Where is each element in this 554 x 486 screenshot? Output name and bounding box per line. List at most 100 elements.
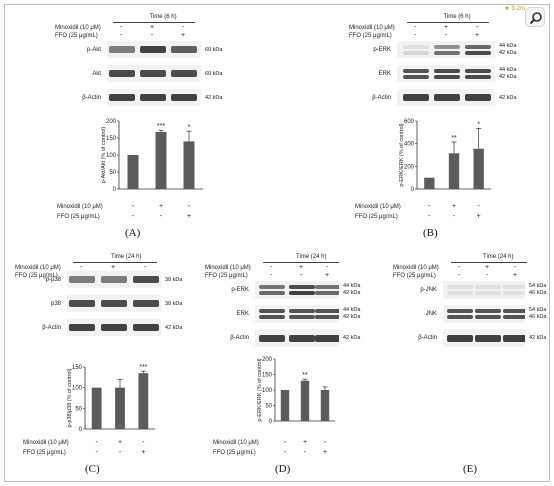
chart-condition-sign: - <box>95 449 98 456</box>
chart-condition-label-ffo: FFO (25 μg/mL) <box>355 214 398 220</box>
chart-condition-sign: - <box>142 439 145 446</box>
y-tick-label: 50 <box>75 406 82 412</box>
chart-condition-sign: + <box>158 203 164 210</box>
condition-label-ffo: FFO (25 μg/mL) <box>15 273 58 279</box>
blot-band <box>289 334 315 342</box>
kda-label: 42 kDa <box>343 335 361 341</box>
y-tick-label: 100 <box>72 386 83 392</box>
blot-band <box>289 291 315 295</box>
blot-band <box>403 45 429 49</box>
chart-condition-sign: - <box>283 439 287 446</box>
y-tick-label: 200 <box>404 164 415 170</box>
chart-condition-label-ffo: FFO (25 μg/mL) <box>57 214 100 220</box>
blot-band <box>133 300 159 307</box>
bar <box>91 387 102 429</box>
blot-band <box>434 75 460 79</box>
western-blot <box>67 295 161 312</box>
blot-band <box>503 285 525 289</box>
bar <box>183 141 195 189</box>
blot-band <box>403 69 429 73</box>
western-blot <box>255 305 339 323</box>
bar <box>448 153 460 189</box>
y-axis-label: p-p38/p38 (% of control) <box>67 368 73 427</box>
y-tick-label: 0 <box>113 187 117 193</box>
condition-sign: + <box>149 24 155 31</box>
kda-label: 42 kDa <box>499 94 517 101</box>
blot-label: ERK <box>236 311 249 317</box>
condition-sign: - <box>325 264 329 271</box>
y-tick-label: 0 <box>79 427 83 433</box>
time-label: Time (24 h) <box>483 254 514 260</box>
bar <box>320 390 330 421</box>
blot-band <box>465 94 491 101</box>
time-label: Time (6 h) <box>443 14 471 20</box>
significance-marker: ** <box>451 135 457 142</box>
blot-band <box>289 315 315 319</box>
y-tick-label: 0 <box>269 419 273 425</box>
condition-sign: - <box>269 272 273 279</box>
bar <box>115 387 125 429</box>
chart-condition-sign: - <box>452 213 456 220</box>
condition-sign: + <box>180 32 186 39</box>
kda-label: 42 kDa <box>529 335 547 341</box>
blot-band <box>259 291 285 295</box>
chart-condition-sign: - <box>428 213 431 220</box>
blot-band <box>101 300 127 307</box>
chart-condition-label-minox: Minoxidil (10 μM) <box>57 204 103 210</box>
panel-letter: (D) <box>275 463 291 475</box>
chart-condition-sign: - <box>428 203 431 210</box>
condition-sign: - <box>119 24 123 31</box>
blot-band <box>289 309 315 313</box>
kda-label: 44 kDa <box>343 307 361 313</box>
bar <box>138 373 149 429</box>
bar <box>473 148 484 189</box>
condition-sign: - <box>413 24 417 31</box>
blot-band <box>434 51 460 55</box>
significance-marker: * <box>477 121 480 128</box>
kda-label: 42 kDa <box>343 290 361 296</box>
condition-label-minox: Minoxidil (10 μM) <box>15 265 61 271</box>
y-tick-label: 200 <box>106 119 117 125</box>
blot-band <box>133 276 159 283</box>
blot-band <box>101 276 127 283</box>
blot-band <box>434 94 460 101</box>
bar-chart: 0 200 400 600 p-ERK/ERK (% of control) ** * <box>395 115 495 193</box>
blot-label: ERK <box>378 70 391 77</box>
blot-label: β-Actin <box>230 335 249 341</box>
condition-sign: - <box>513 264 517 271</box>
blot-band <box>259 285 285 289</box>
blot-label: p-ERK <box>231 287 249 293</box>
blot-band <box>465 75 491 79</box>
chart-condition-sign: + <box>476 213 481 220</box>
bar <box>424 177 435 189</box>
blot-band <box>475 334 501 342</box>
blot-band <box>259 334 285 342</box>
kda-label: 46 kDa <box>529 314 547 320</box>
y-tick-label: 150 <box>106 136 117 142</box>
condition-sign: - <box>181 24 185 31</box>
bar-chart: 0 50 100 150 200 p-Akt/Akt (% of control) *** * <box>97 115 207 193</box>
western-blot <box>67 271 161 288</box>
blot-band <box>447 315 473 319</box>
chart-condition-label-minox: Minoxidil (10 μM) <box>355 204 401 210</box>
blot-label: p38 <box>50 300 61 307</box>
condition-sign: + <box>512 272 518 279</box>
western-blot <box>107 89 201 106</box>
blot-band <box>475 285 501 289</box>
blot-band <box>315 309 339 313</box>
condition-sign: - <box>475 24 479 31</box>
time-label: Time (24 h) <box>111 254 142 260</box>
blot-band <box>475 291 501 295</box>
blot-label: β-Actin <box>418 335 437 341</box>
kda-label: 42 kDa <box>343 314 361 320</box>
magnifier-button[interactable] <box>525 7 545 27</box>
blot-band <box>171 94 197 101</box>
condition-label-minox: Minoxidil (10 μM) <box>393 265 439 271</box>
blot-label: p-ERK <box>373 46 391 53</box>
kda-label: 42 kDa <box>499 50 517 56</box>
chart-condition-sign: - <box>323 439 327 446</box>
western-blot <box>255 329 339 347</box>
chart-condition-sign: - <box>95 439 98 446</box>
condition-label-minox: Minoxidil (10 μM) <box>55 25 101 31</box>
panel-letter: (C) <box>85 463 100 475</box>
